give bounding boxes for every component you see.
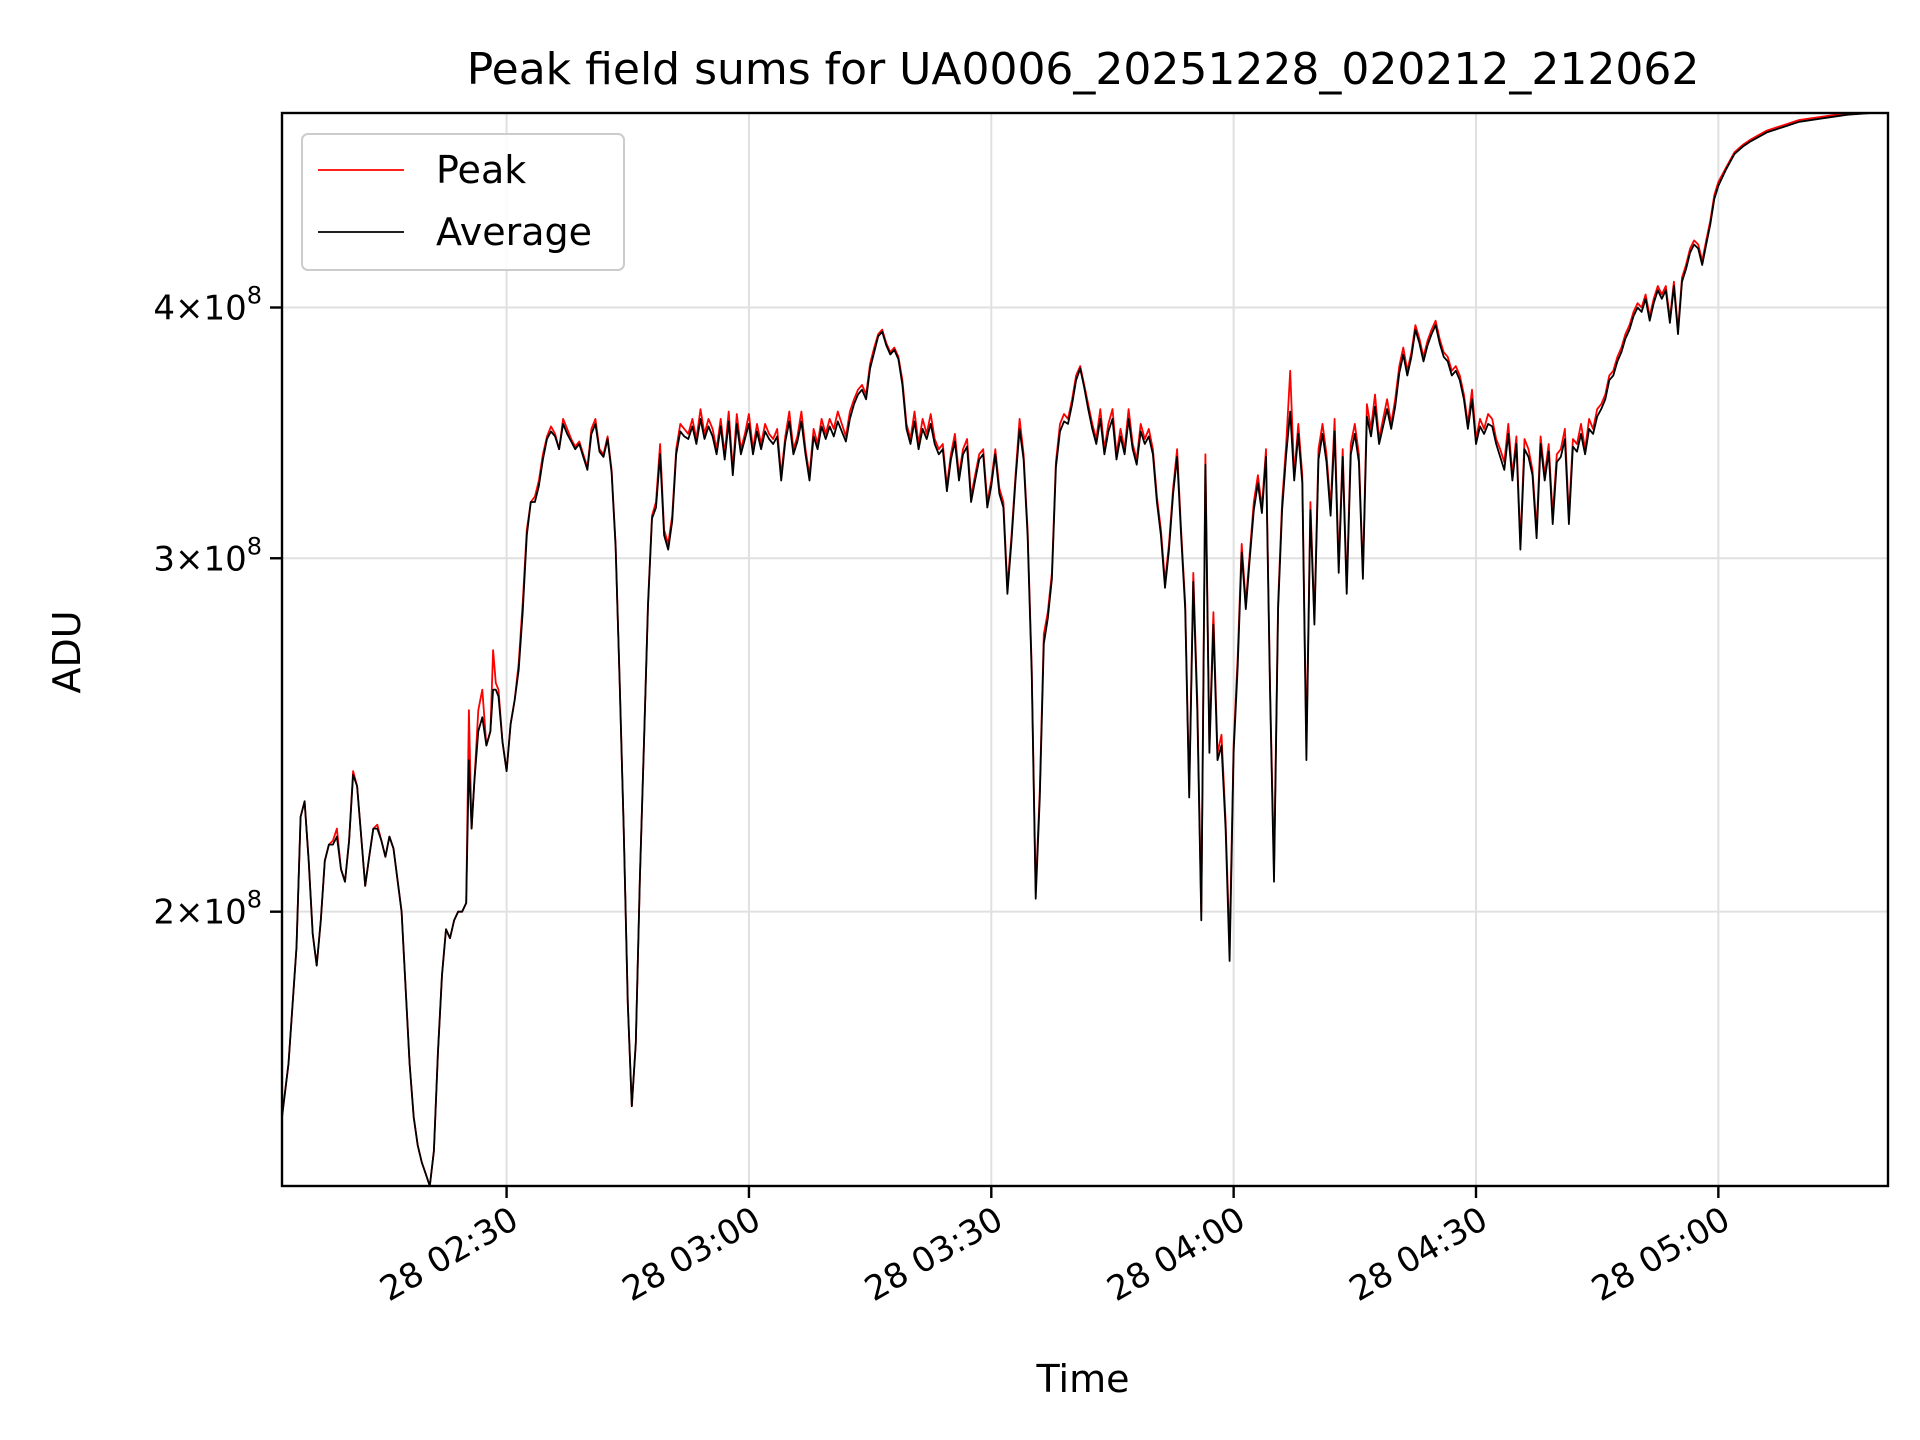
x-tick-label: 28 05:00 — [1585, 1199, 1737, 1310]
x-axis-label: Time — [1036, 1357, 1130, 1401]
legend-label-peak: Peak — [436, 148, 526, 192]
x-axis-ticks: 28 02:30 28 03:00 28 03:30 28 04:00 28 04:30… — [373, 1186, 1737, 1310]
plot-frame — [280, 111, 1890, 1188]
chart-title: Peak field sums for UA0006_20251228_0202… — [467, 44, 1700, 95]
x-tick-label: 28 02:30 — [373, 1199, 525, 1310]
legend-label-average: Average — [436, 210, 592, 254]
y-axis-ticks: 2×108 3×108 4×108 — [153, 282, 282, 933]
x-tick-label: 28 04:00 — [1100, 1199, 1252, 1310]
grid-lines — [282, 113, 1888, 1186]
legend: Peak Average — [301, 133, 625, 271]
x-tick-label: 28 04:30 — [1343, 1199, 1495, 1310]
y-tick-label: 2×108 — [153, 886, 262, 933]
y-axis-label: ADU — [45, 610, 89, 693]
series-line-peak — [282, 113, 1888, 1186]
x-tick-label: 28 03:00 — [616, 1199, 768, 1310]
y-tick-label: 3×108 — [153, 532, 262, 579]
y-tick-label: 4×108 — [153, 282, 262, 329]
series-lines — [282, 113, 1888, 1186]
x-tick-label: 28 03:30 — [858, 1199, 1010, 1310]
series-line-average — [282, 113, 1888, 1186]
legend-box — [301, 133, 625, 271]
